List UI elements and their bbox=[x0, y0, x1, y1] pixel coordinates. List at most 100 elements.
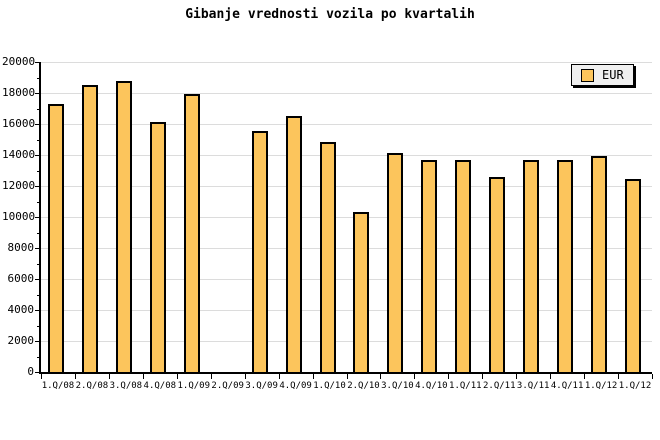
x-tick-label: 3.Q/11 bbox=[516, 381, 550, 391]
x-axis-tick bbox=[347, 374, 348, 379]
y-minor-tick bbox=[37, 357, 40, 358]
x-tick-label: 3.Q/08 bbox=[109, 381, 143, 391]
x-axis-tick bbox=[245, 374, 246, 379]
gridline-2000 bbox=[41, 341, 652, 342]
x-tick-label: 4.Q/11 bbox=[550, 381, 584, 391]
y-tick-label: 8000 bbox=[7, 241, 35, 254]
bar-3.Q/09 bbox=[252, 131, 268, 372]
y-tick-label: 18000 bbox=[2, 86, 36, 99]
x-tick-label: 4.Q/09 bbox=[279, 381, 312, 391]
bar-4.Q/08 bbox=[150, 122, 166, 372]
x-axis-tick bbox=[177, 374, 178, 379]
bar-3.Q/08 bbox=[116, 81, 132, 372]
x-axis-tick bbox=[41, 374, 42, 379]
y-major-tick bbox=[35, 372, 40, 373]
y-major-tick bbox=[35, 310, 40, 311]
legend-label: EUR bbox=[602, 68, 624, 82]
y-tick-label: 16000 bbox=[2, 117, 36, 130]
bar-4.Q/09 bbox=[286, 116, 302, 372]
x-axis-tick bbox=[448, 374, 449, 379]
x-axis-tick bbox=[482, 374, 483, 379]
bar-3.Q/10 bbox=[387, 153, 403, 372]
y-major-tick bbox=[35, 155, 40, 156]
gridline-12000 bbox=[41, 186, 652, 187]
bar-1.Q/12 bbox=[591, 156, 607, 372]
chart-title: Gibanje vrednosti vozila po kvartalih bbox=[185, 7, 475, 22]
x-axis-tick bbox=[279, 374, 280, 379]
x-axis-tick bbox=[109, 374, 110, 379]
x-axis-tick bbox=[414, 374, 415, 379]
y-major-tick bbox=[35, 124, 40, 125]
x-tick-label: 2.Q/11 bbox=[482, 381, 516, 391]
x-axis-tick bbox=[516, 374, 517, 379]
x-tick-label: 2.Q/09 bbox=[211, 381, 244, 391]
y-minor-tick bbox=[37, 109, 40, 110]
y-tick-label: 4000 bbox=[7, 303, 35, 316]
y-minor-tick bbox=[37, 78, 40, 79]
y-minor-tick bbox=[37, 233, 40, 234]
gridline-18000 bbox=[41, 93, 652, 94]
x-axis-tick bbox=[550, 374, 551, 379]
bar-1.Q/12 bbox=[625, 179, 641, 372]
x-tick-label: 1.Q/09 bbox=[177, 381, 210, 391]
bar-1.Q/11 bbox=[455, 160, 471, 372]
y-tick-label: 20000 bbox=[2, 55, 36, 68]
y-major-tick bbox=[35, 62, 40, 63]
x-axis-tick bbox=[313, 374, 314, 379]
x-tick-label: 4.Q/10 bbox=[415, 381, 448, 391]
bar-2.Q/10 bbox=[353, 212, 369, 372]
gridline-16000 bbox=[41, 124, 652, 125]
bar-1.Q/09 bbox=[184, 94, 200, 372]
x-axis-tick bbox=[584, 374, 585, 379]
bar-4.Q/10 bbox=[421, 160, 437, 372]
y-minor-tick bbox=[37, 202, 40, 203]
x-tick-label: 2.Q/10 bbox=[347, 381, 380, 391]
y-major-tick bbox=[35, 248, 40, 249]
x-tick-label: 1.Q/12 bbox=[618, 381, 652, 391]
x-tick-label: 3.Q/09 bbox=[245, 381, 278, 391]
y-tick-label: 0 bbox=[27, 365, 34, 378]
x-tick-label: 1.Q/11 bbox=[449, 381, 482, 391]
x-tick-label: 1.Q/08 bbox=[41, 381, 75, 391]
gridline-20000 bbox=[41, 62, 652, 63]
x-axis-tick bbox=[618, 374, 619, 379]
gridline-4000 bbox=[41, 310, 652, 311]
y-minor-tick bbox=[37, 171, 40, 172]
y-major-tick bbox=[35, 279, 40, 280]
gridline-6000 bbox=[41, 279, 652, 280]
bar-1.Q/10 bbox=[320, 142, 336, 372]
x-axis-tick bbox=[211, 374, 212, 379]
y-major-tick bbox=[35, 186, 40, 187]
bar-4.Q/11 bbox=[557, 160, 573, 372]
bar-2.Q/11 bbox=[489, 177, 505, 372]
x-tick-label: 2.Q/08 bbox=[75, 381, 109, 391]
y-minor-tick bbox=[37, 295, 40, 296]
x-axis-tick bbox=[75, 374, 76, 379]
y-tick-label: 2000 bbox=[7, 334, 35, 347]
bar-2.Q/08 bbox=[82, 85, 98, 372]
y-major-tick bbox=[35, 341, 40, 342]
x-tick-label: 3.Q/10 bbox=[381, 381, 414, 391]
y-minor-tick bbox=[37, 140, 40, 141]
x-tick-label: 4.Q/08 bbox=[143, 381, 177, 391]
x-axis-tick bbox=[380, 374, 381, 379]
y-major-tick bbox=[35, 93, 40, 94]
y-tick-label: 14000 bbox=[2, 148, 36, 161]
y-minor-tick bbox=[37, 326, 40, 327]
bar-3.Q/11 bbox=[523, 160, 539, 372]
y-major-tick bbox=[35, 217, 40, 218]
x-tick-label: 1.Q/12 bbox=[584, 381, 618, 391]
y-tick-label: 12000 bbox=[2, 179, 36, 192]
bar-1.Q/08 bbox=[48, 104, 64, 372]
gridline-8000 bbox=[41, 248, 652, 249]
x-axis-tick bbox=[143, 374, 144, 379]
y-minor-tick bbox=[37, 264, 40, 265]
x-axis-tick bbox=[652, 374, 653, 379]
gridline-10000 bbox=[41, 217, 652, 218]
y-tick-label: 6000 bbox=[7, 272, 35, 285]
plot-area bbox=[35, 62, 652, 374]
legend-swatch-icon bbox=[581, 68, 594, 82]
gridline-14000 bbox=[41, 155, 652, 156]
legend: EUR bbox=[571, 64, 634, 86]
